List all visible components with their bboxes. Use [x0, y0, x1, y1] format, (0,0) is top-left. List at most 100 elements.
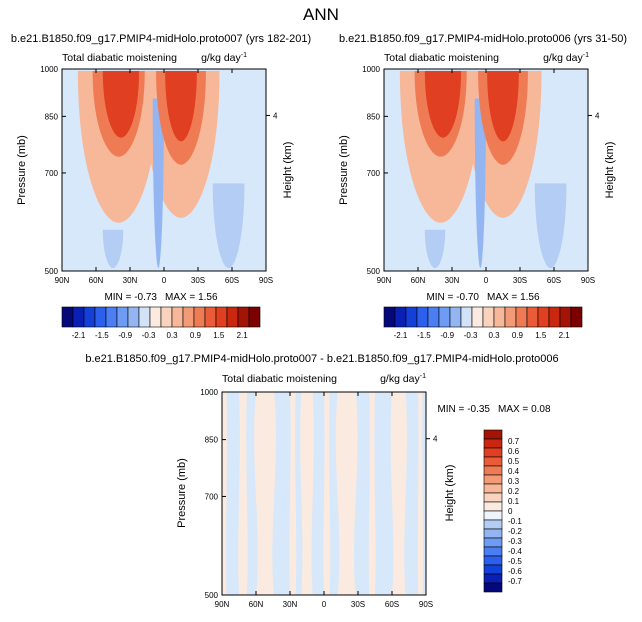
y-tick-label: 850 — [205, 436, 219, 445]
panel-title: b.e21.B1850.f09_g17.PMIP4-midHolo.proto0… — [11, 33, 311, 45]
x-tick-label: 60N — [249, 600, 264, 609]
contour-band — [390, 392, 407, 595]
min-value: -0.73 — [134, 292, 157, 303]
colorbar-label: -0.4 — [508, 547, 522, 556]
colorbar-box — [483, 456, 503, 467]
contour-field — [77, 71, 245, 269]
colorbar-box — [460, 306, 473, 328]
colorbar-box — [138, 306, 151, 328]
colorbar-box — [483, 582, 503, 593]
colorbar-box — [182, 306, 195, 328]
colorbar-box — [72, 306, 85, 328]
contour-field — [222, 392, 424, 595]
colorbar-label: -0.5 — [508, 557, 522, 566]
colorbar-box — [394, 306, 407, 328]
min-label: MIN = — [426, 292, 456, 303]
colorbar-box — [483, 429, 503, 440]
colorbar-box — [537, 306, 550, 328]
x-tick-label: 60S — [547, 276, 561, 285]
colorbar-box — [61, 306, 74, 328]
min-label: MIN = — [104, 292, 134, 303]
colorbar-box — [438, 306, 451, 328]
y-tick-label: 850 — [45, 112, 59, 121]
max-label: MAX = — [498, 404, 531, 415]
y-tick-label: 700 — [205, 492, 219, 501]
contour-band — [424, 71, 462, 138]
colorbar: 0.70.60.50.40.30.20.10-0.1-0.2-0.3-0.4-0… — [483, 429, 522, 593]
colorbar-box — [483, 564, 503, 575]
colorbar-box — [482, 306, 495, 328]
colorbar-box — [483, 465, 503, 476]
y-tick-label: 700 — [367, 169, 381, 178]
contour-band — [102, 71, 140, 138]
units-superscript: -1 — [420, 373, 426, 380]
x-tick-label: 60S — [225, 276, 239, 285]
contour-band — [368, 392, 376, 595]
contour-band — [152, 98, 164, 269]
colorbar-label: 0.3 — [508, 477, 520, 486]
colorbar-label: 2.1 — [237, 331, 249, 340]
contour-plot: 90N 60N 30N 0 30S 60S 90S 500 700 850 1000 4 — [362, 65, 600, 285]
x-tick-label: 60N — [411, 276, 426, 285]
colorbar-box — [149, 306, 162, 328]
colorbar-box — [483, 438, 503, 449]
colorbar-box — [515, 306, 528, 328]
panel-right-string: g/kg day-1 — [543, 52, 589, 64]
colorbar-box — [193, 306, 206, 328]
colorbar-label: 0.5 — [508, 457, 520, 466]
y-axis-label: Pressure (mb) — [16, 135, 28, 205]
contour-band — [254, 392, 276, 595]
units-text: g/kg day — [380, 373, 420, 385]
colorbar-label: -1.5 — [95, 331, 109, 340]
colorbar-box — [105, 306, 118, 328]
contour-plot: 90N 60N 30N 0 30S 60S 90S 500 700 850 1000 4 — [40, 65, 278, 285]
x-tick-label: 60N — [89, 276, 104, 285]
x-tick-label: 90S — [419, 600, 433, 609]
colorbar-label: -0.3 — [142, 331, 156, 340]
colorbar-label: 0.3 — [488, 331, 500, 340]
x-tick-label: 0 — [322, 600, 327, 609]
y-tick-label: 1000 — [40, 65, 58, 74]
y2-axis-label: Height (km) — [444, 465, 456, 522]
panel-left-string: Total diabatic moistening — [62, 52, 177, 64]
contour-band — [417, 392, 424, 595]
colorbar-box — [483, 447, 503, 458]
y-tick-label: 850 — [367, 112, 381, 121]
colorbar-box — [548, 306, 561, 328]
panel-right-string: g/kg day-1 — [201, 52, 247, 64]
colorbar-label: -0.2 — [508, 527, 522, 536]
colorbar-box — [483, 510, 503, 521]
panel-title: b.e21.B1850.f09_g17.PMIP4-midHolo.proto0… — [339, 33, 627, 45]
max-label: MAX = — [487, 292, 520, 303]
colorbar-label: -0.3 — [464, 331, 478, 340]
panel-difference: b.e21.B1850.f09_g17.PMIP4-midHolo.proto0… — [85, 353, 558, 609]
max-value: 1.56 — [198, 292, 218, 303]
colorbar-label: -0.7 — [508, 577, 522, 586]
contour-field — [399, 71, 567, 269]
colorbar-box — [204, 306, 217, 328]
colorbar-label: -2.1 — [394, 331, 408, 340]
colorbar-box — [248, 306, 261, 328]
contour-band — [323, 392, 331, 595]
y2-tick-label: 4 — [595, 111, 600, 120]
colorbar-label: 0.7 — [508, 437, 520, 446]
colorbar-box — [483, 537, 503, 548]
y2-axis-label: Height (km) — [282, 142, 294, 199]
figure-title: ANN — [303, 5, 339, 24]
min-max-readout: MIN = -0.70 MAX = 1.56 — [426, 292, 540, 303]
colorbar-label: -1.5 — [417, 331, 431, 340]
colorbar-box — [471, 306, 484, 328]
colorbar-label: -0.3 — [508, 537, 522, 546]
contour-band — [289, 392, 297, 595]
x-tick-label: 90S — [581, 276, 595, 285]
max-label: MAX = — [165, 292, 198, 303]
x-tick-label: 90N — [215, 600, 230, 609]
colorbar-label: 0 — [508, 507, 513, 516]
panel-right-string: g/kg day-1 — [380, 373, 426, 385]
colorbar-label: -0.6 — [508, 567, 522, 576]
colorbar-label: 0.1 — [508, 497, 520, 506]
colorbar-label: -2.1 — [72, 331, 86, 340]
colorbar-label: -0.9 — [440, 331, 454, 340]
y-tick-label: 1000 — [362, 65, 380, 74]
contour-band — [300, 392, 314, 595]
